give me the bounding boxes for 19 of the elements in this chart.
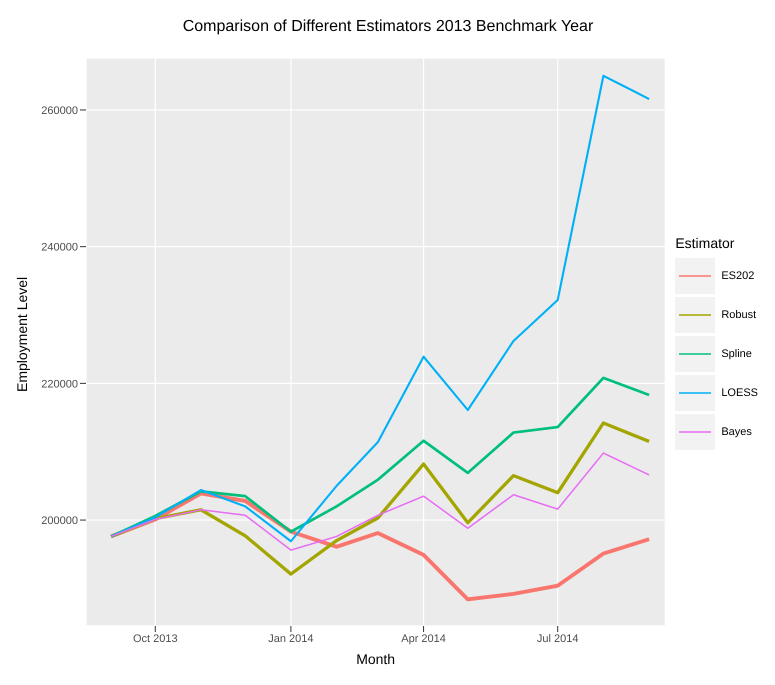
line-series bbox=[110, 452, 650, 551]
y-axis-title: Employment Level bbox=[14, 276, 30, 392]
x-axis-title: Month bbox=[356, 651, 396, 667]
line-series bbox=[110, 74, 650, 542]
x-tick-label: Jan 2014 bbox=[268, 632, 314, 645]
legend-label: Spline bbox=[721, 348, 752, 360]
x-tick-label: Apr 2014 bbox=[401, 632, 446, 645]
legend-label: LOESS bbox=[721, 387, 758, 399]
legend-label: Robust bbox=[721, 309, 756, 321]
y-tick-label: 220000 bbox=[41, 378, 78, 390]
y-tick-label: 240000 bbox=[41, 242, 78, 254]
x-tick-label: Oct 2013 bbox=[132, 632, 178, 645]
legend-label: ES202 bbox=[721, 270, 754, 282]
y-tick-label: 260000 bbox=[41, 104, 78, 117]
chart-title: Comparison of Different Estimators 2013 Benchmark Year bbox=[182, 18, 594, 36]
legend-title: Estimator bbox=[675, 234, 736, 250]
y-tick-label: 200000 bbox=[41, 514, 78, 527]
x-tick-label: Jul 2014 bbox=[536, 632, 578, 645]
legend-label: Bayes bbox=[721, 426, 752, 438]
